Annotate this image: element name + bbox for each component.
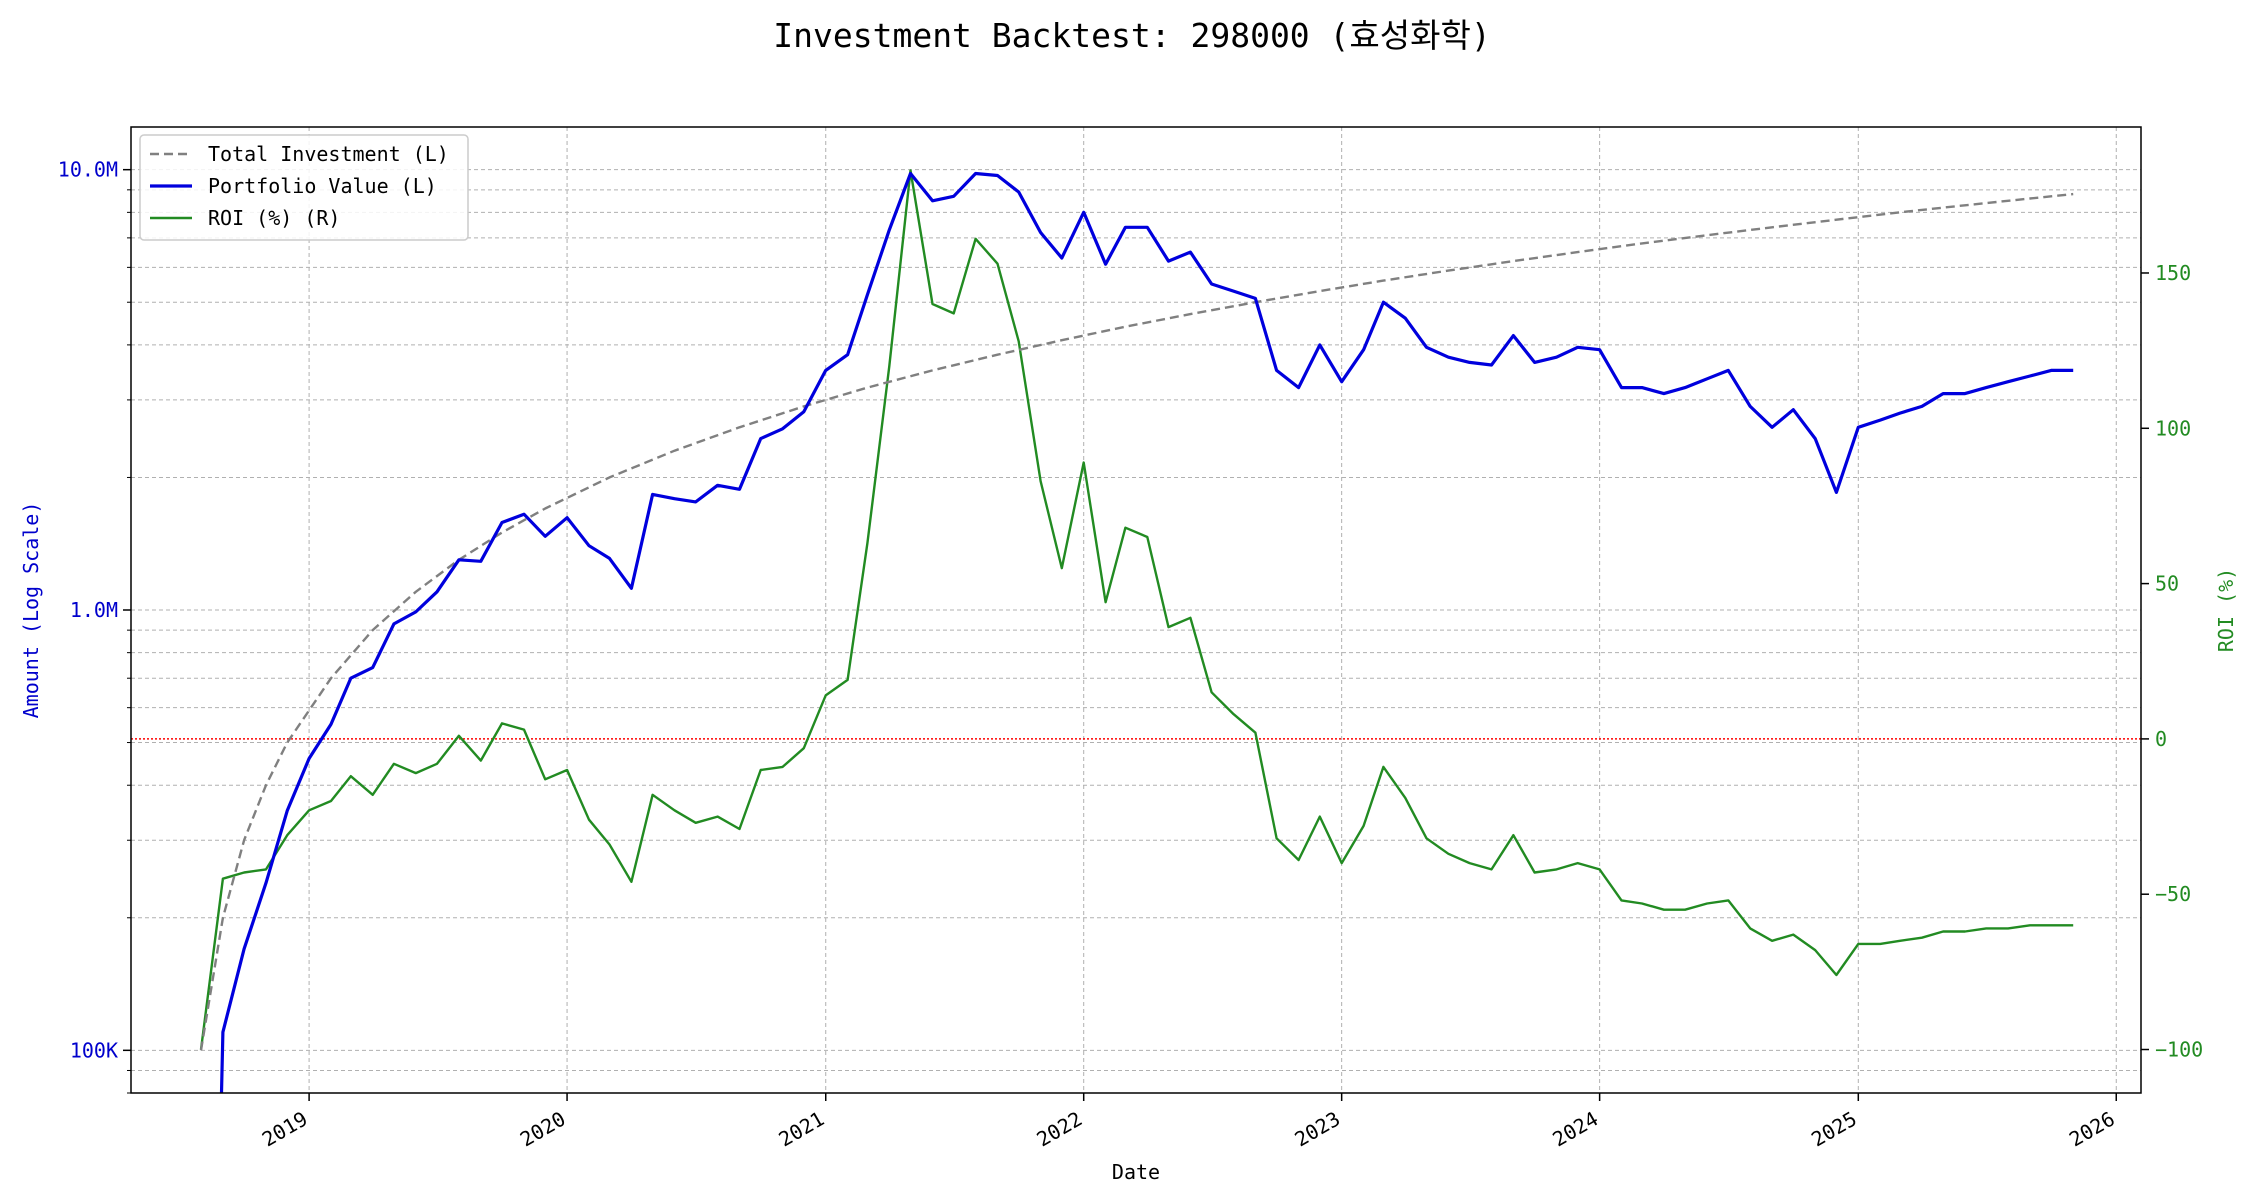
series-line-1 [219,171,2074,1094]
right-tick-label: 100 [2155,416,2191,440]
series-lines [199,169,2074,1094]
left-tick-label: 10.0M [58,158,118,182]
right-tick-label: 0 [2155,727,2167,751]
legend-label: Total Investment (L) [208,142,449,166]
legend-box [139,134,469,241]
left-tick-label: 100K [70,1038,118,1062]
series-line-2 [199,169,2074,1050]
left-axis-label: Amount (Log Scale) [19,502,43,719]
right-axis-ticks: −100 −50 0 50 100 150 [2141,261,2203,1062]
right-axis-label: ROI (%) [2214,568,2238,652]
right-tick-label: −50 [2155,882,2191,906]
x-axis-label: Date [1112,1160,1160,1184]
legend-label: ROI (%) (R) [208,206,340,230]
chart-title: Investment Backtest: 298000 (효성화학) [773,16,1490,55]
legend-label: Portfolio Value (L) [208,174,437,198]
left-tick-label: 1.0M [70,598,118,622]
right-tick-label: 50 [2155,572,2179,596]
right-tick-label: 150 [2155,261,2191,285]
right-tick-label: −100 [2155,1038,2203,1062]
legend: Total Investment (L) Portfolio Value (L) R… [139,134,469,241]
series-line-0 [199,192,2074,1051]
left-axis-ticks: 100K 1.0M 10.0M [58,158,131,1094]
